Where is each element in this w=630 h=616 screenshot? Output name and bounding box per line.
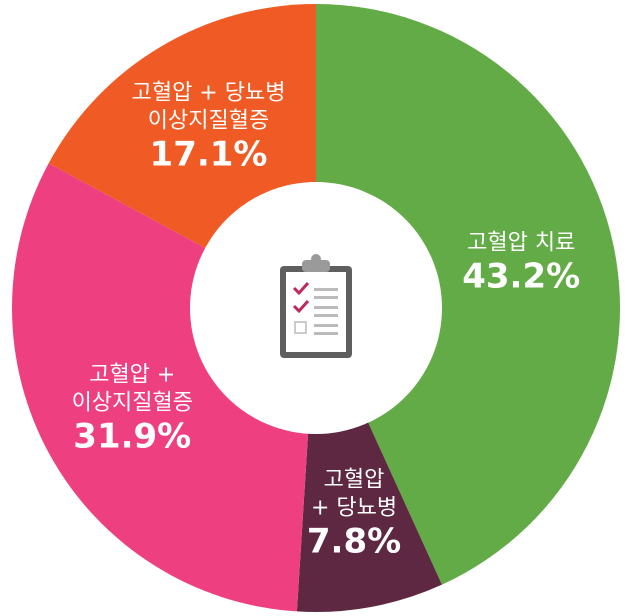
slice-value-label: 31.9%	[73, 417, 191, 457]
slice-category: 고혈압 + 이상지질혈증	[72, 363, 193, 416]
slice-value-label: 43.2%	[462, 256, 580, 296]
slice-category: 고혈압 + 당뇨병 이상지질혈증	[132, 81, 286, 134]
slice-value-label: 17.1%	[150, 135, 268, 175]
slice	[316, 4, 621, 585]
clipboard-icon	[280, 254, 352, 358]
slice-category: 고혈압 치료	[467, 230, 575, 255]
slice-value-label: 7.8%	[307, 522, 401, 562]
slice-category: 고혈압 + 당뇨병	[311, 468, 397, 521]
